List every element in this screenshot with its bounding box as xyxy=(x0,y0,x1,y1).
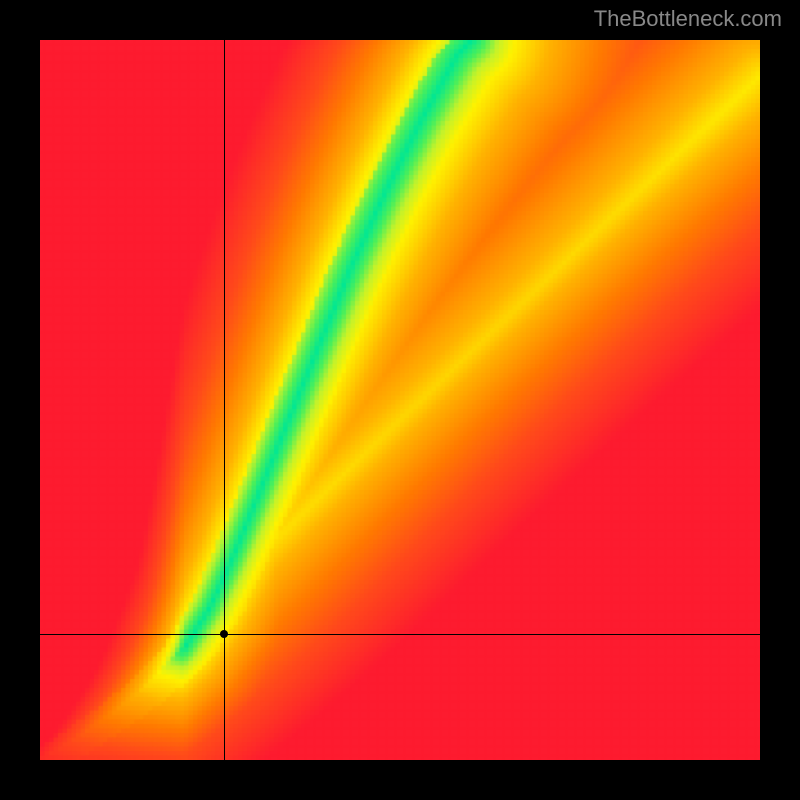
bottleneck-heatmap xyxy=(40,40,760,760)
heatmap-canvas xyxy=(40,40,760,760)
crosshair-point xyxy=(220,630,228,638)
crosshair-vertical xyxy=(224,40,225,760)
watermark-text: TheBottleneck.com xyxy=(594,6,782,32)
crosshair-horizontal xyxy=(40,634,760,635)
